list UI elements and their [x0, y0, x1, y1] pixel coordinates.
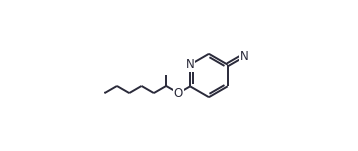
Text: N: N: [240, 50, 248, 63]
Text: O: O: [174, 87, 183, 100]
Text: N: N: [186, 58, 194, 71]
